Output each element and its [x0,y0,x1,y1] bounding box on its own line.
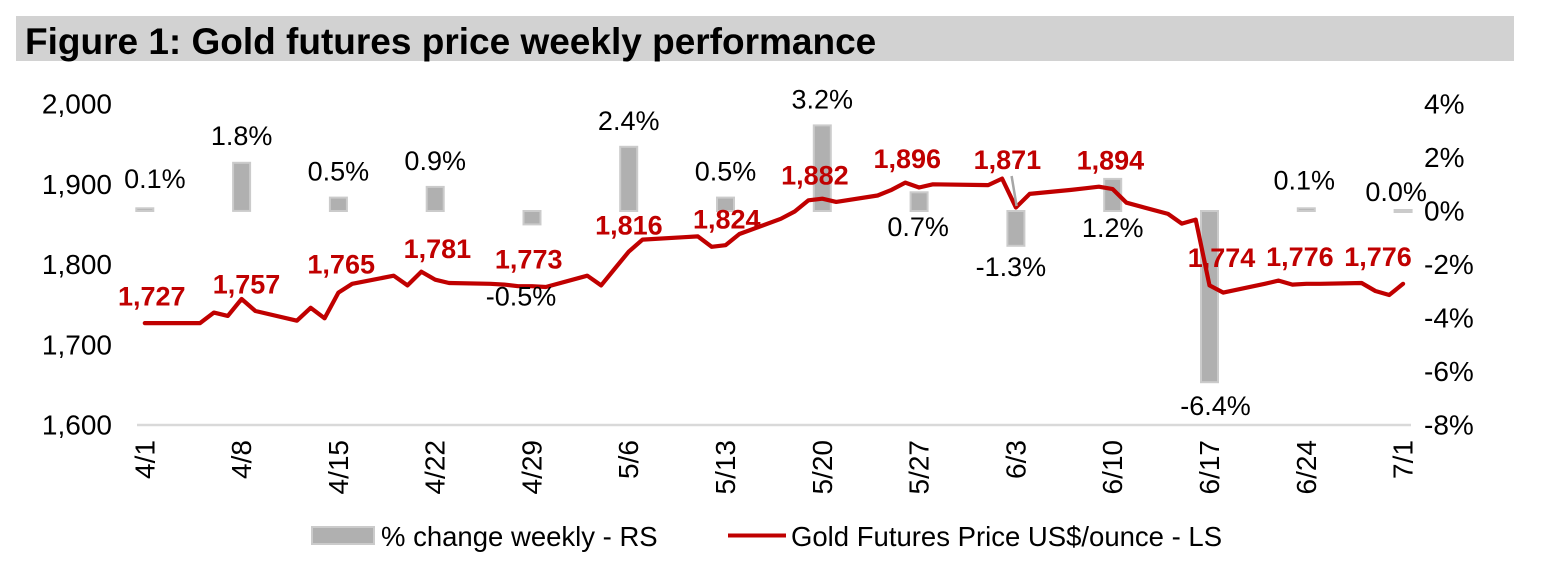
pct-change-label: 1.8% [211,121,273,151]
x-axis-tick-label: 5/20 [807,440,838,495]
price-label: 1,882 [781,161,849,191]
legend-bar-label: % change weekly - RS [381,521,658,552]
left-axis: 2,000 1,900 1,800 1,700 1,600 [42,89,112,441]
price-label: 1,871 [974,145,1042,175]
price-labels: 1,727 1,757 1,765 1,781 1,773 1,816 1,824 1,882… [118,144,1412,312]
right-axis-tick-label: -4% [1424,303,1474,334]
price-label: 1,773 [495,245,563,275]
bar-week-4/8 [232,161,252,212]
bar-week-5/27 [909,191,929,213]
pct-change-label: 0.5% [695,157,757,187]
pct-change-label: -6.4% [1180,391,1251,421]
x-axis-tick-label: 5/13 [710,440,741,495]
pct-change-label: 0.5% [308,157,370,187]
x-axis-tick-label: 7/1 [1388,440,1419,479]
x-axis-tick-label: 6/17 [1194,440,1225,495]
x-axis-tick-label: 4/15 [323,440,354,495]
pct-change-label: 1.2% [1082,213,1144,243]
figure-title-bar: Figure 1: Gold futures price weekly perf… [16,16,1514,62]
bar-week-4/15 [328,196,348,213]
bar-week-4/29 [522,210,542,226]
bar-week-4/22 [425,185,445,212]
price-label: 1,781 [404,234,472,264]
bar-week-6/17 [1200,210,1219,384]
x-axis-tick-label: 4/1 [129,440,160,479]
pct-change-label: 0.9% [404,146,466,176]
bar-week-4/1 [135,207,155,213]
bar-series [135,124,1413,384]
x-axis-tick-label: 6/24 [1291,440,1322,495]
leader-line [1010,175,1018,207]
pct-change-label: 0.7% [887,212,949,242]
bar-week-6/24 [1296,207,1316,213]
pct-change-label: 0.1% [1274,165,1336,195]
x-axis-tick-label: 4/29 [516,440,547,495]
left-axis-tick-label: 2,000 [42,89,112,120]
right-axis-tick-label: 2% [1424,142,1464,173]
price-label: 1,776 [1266,242,1334,272]
bar-week-5/6 [619,145,639,212]
pct-change-label: 2.4% [598,106,660,136]
right-axis-tick-label: 0% [1424,196,1464,227]
right-axis: 4% 2% 0% -2% -4% -6% -8% [1424,89,1474,441]
left-axis-tick-label: 1,700 [42,329,112,360]
figure-title: Figure 1: Gold futures price weekly perf… [25,21,877,62]
right-axis-tick-label: -6% [1424,356,1474,387]
legend: % change weekly - RS Gold Futures Price U… [311,521,1222,552]
left-axis-tick-label: 1,800 [42,249,112,280]
price-label: 1,757 [213,269,281,299]
left-axis-tick-label: 1,600 [42,410,112,441]
x-axis-tick-label: 4/22 [420,440,451,495]
left-axis-tick-label: 1,900 [42,169,112,200]
price-label: 1,816 [595,211,663,241]
x-axis-tick-label: 5/27 [904,440,935,495]
price-label: 1,894 [1077,146,1145,176]
bar-week-5/13 [716,196,735,213]
pct-change-label: 3.2% [792,84,854,114]
legend-line-label: Gold Futures Price US$/ounce - LS [791,521,1222,552]
x-axis-tick-label: 6/10 [1097,440,1128,495]
pct-change-label: 0.0% [1365,177,1427,207]
bar-week-6/3 [1006,210,1026,247]
right-axis-tick-label: -2% [1424,249,1474,280]
x-axis-tick-label: 5/6 [613,440,644,479]
price-line [142,176,1406,326]
pct-change-label: -0.5% [486,281,557,311]
price-label: 1,896 [874,144,942,174]
x-axis: 4/1 4/8 4/15 4/22 4/29 5/6 5/13 5/20 5/27 6/3 6/10… [129,440,1418,495]
x-axis-tick-label: 4/8 [226,440,257,479]
price-label: 1,765 [307,249,375,279]
x-axis-tick-label: 6/3 [1000,440,1031,479]
price-label: 1,776 [1344,242,1412,272]
pct-change-label: 0.1% [124,164,186,194]
price-label: 1,824 [693,204,761,234]
right-axis-tick-label: -8% [1424,410,1474,441]
pct-labels: 0.1% 1.8% 0.5% 0.9% -0.5% 2.4% 0.5% 3.2% 0.7% -1.… [124,84,1427,421]
price-label: 1,774 [1188,243,1256,273]
price-label: 1,727 [118,282,186,312]
legend-bar-swatch [311,526,375,545]
bar-week-7/1 [1393,209,1413,213]
pct-change-label: -1.3% [976,252,1047,282]
bar-week-5/20 [812,124,832,212]
right-axis-tick-label: 4% [1424,89,1464,120]
